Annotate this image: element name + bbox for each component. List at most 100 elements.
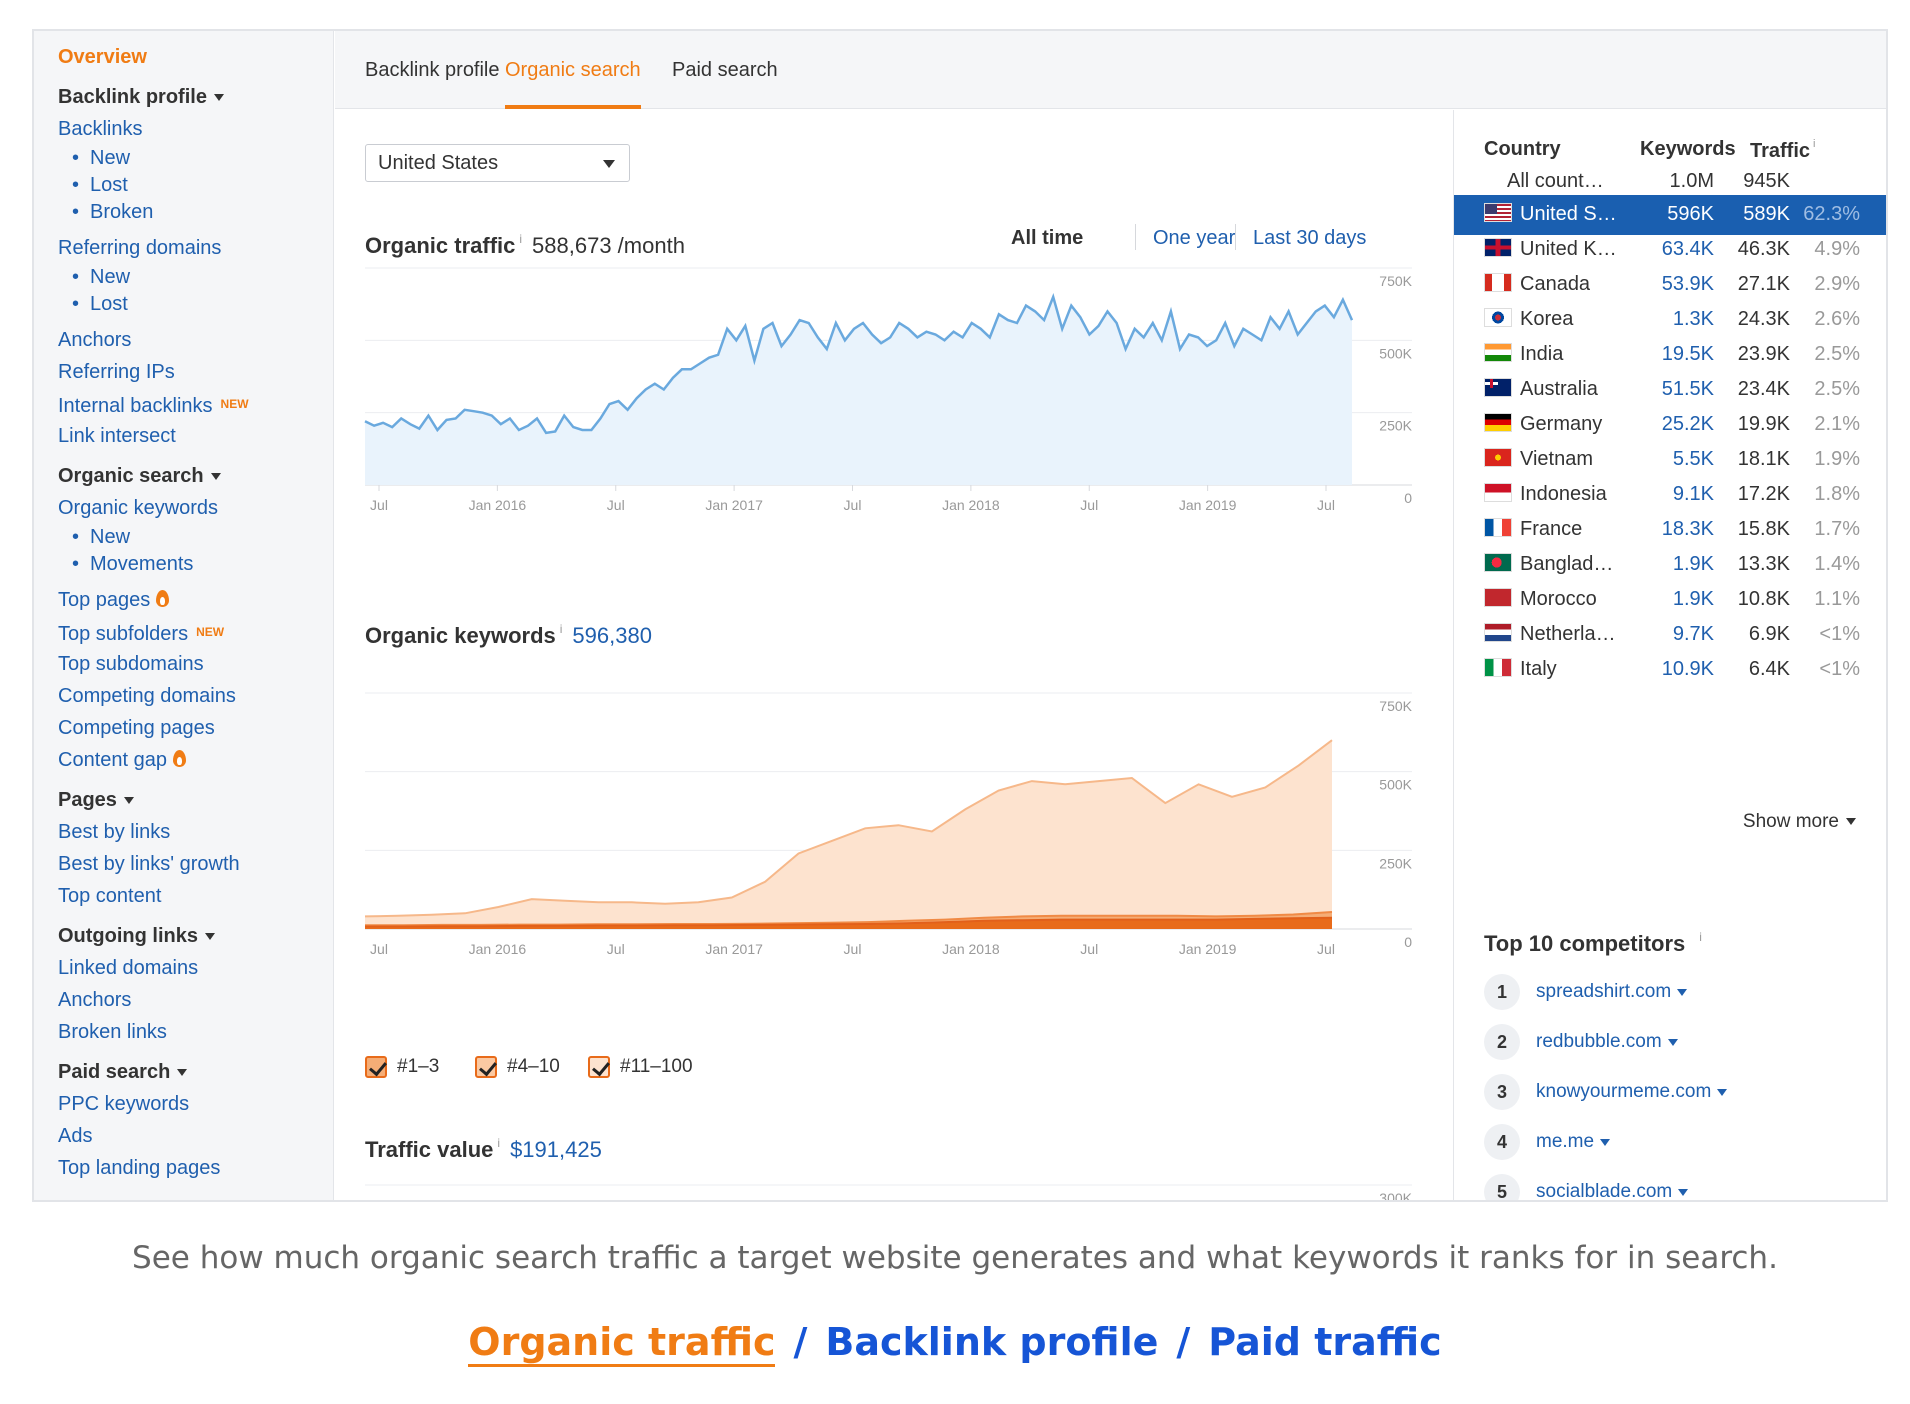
keywords-column-header[interactable]: Keywords bbox=[1640, 138, 1736, 160]
country-row[interactable]: Indonesia 9.1K 17.2K 1.8% bbox=[1454, 475, 1886, 515]
competitor-item[interactable]: 4 me.me bbox=[1484, 1122, 1611, 1162]
sidebar-item[interactable]: Anchors bbox=[58, 324, 333, 356]
sidebar-item[interactable]: Top landing pages bbox=[58, 1152, 333, 1184]
country-keywords: 10.9K bbox=[1661, 658, 1714, 680]
sidebar-section-heading[interactable]: Backlink profile bbox=[58, 81, 333, 113]
bottom-nav-paid-traffic[interactable]: Paid traffic bbox=[1208, 1320, 1442, 1364]
sidebar-item[interactable]: Best by links' growth bbox=[58, 848, 333, 880]
bottom-nav-organic-traffic[interactable]: Organic traffic bbox=[468, 1320, 776, 1367]
sidebar-section-heading[interactable]: Organic search bbox=[58, 460, 333, 492]
sidebar-item[interactable]: New bbox=[58, 524, 333, 551]
country-row[interactable]: Morocco 1.9K 10.8K 1.1% bbox=[1454, 580, 1886, 620]
sidebar-item[interactable]: Lost bbox=[58, 291, 333, 318]
country-row[interactable]: Canada 53.9K 27.1K 2.9% bbox=[1454, 265, 1886, 305]
sidebar-item[interactable]: New bbox=[58, 264, 333, 291]
sidebar-item[interactable]: Referring IPs bbox=[58, 356, 333, 388]
sidebar-item[interactable]: Backlinks bbox=[58, 113, 333, 145]
x-tick-label: Jul bbox=[607, 941, 625, 957]
legend-item-top3[interactable]: #1–3 bbox=[365, 1056, 439, 1078]
sidebar-section-heading[interactable]: Pages bbox=[58, 784, 333, 816]
keywords-band-line bbox=[365, 911, 1333, 927]
chevron-down-icon bbox=[1846, 818, 1856, 825]
sidebar-groups: Backlink profile Backlinks New Lost Broken Re… bbox=[58, 81, 333, 1184]
info-icon[interactable]: i bbox=[1813, 138, 1816, 150]
chevron-down-icon bbox=[213, 94, 224, 101]
sidebar-item[interactable]: Best by links bbox=[58, 816, 333, 848]
competitor-item[interactable]: 1 spreadshirt.com bbox=[1484, 972, 1688, 1012]
x-tick-label: Jul bbox=[607, 497, 625, 513]
range-one-year[interactable]: One year bbox=[1153, 227, 1236, 249]
traffic-value-chart: 300K bbox=[365, 1184, 1413, 1200]
competitor-item[interactable]: 5 socialblade.com bbox=[1484, 1172, 1689, 1202]
country-column-header[interactable]: Country bbox=[1484, 138, 1561, 160]
legend-item-top100[interactable]: #11–100 bbox=[588, 1056, 693, 1078]
country-select[interactable]: United States bbox=[365, 144, 630, 182]
info-icon[interactable]: i bbox=[1699, 930, 1702, 944]
competitor-domain: socialblade.com bbox=[1536, 1181, 1673, 1202]
sidebar-item[interactable]: Internal backlinks NEW bbox=[58, 388, 333, 420]
sidebar-item[interactable]: Top subdomains bbox=[58, 648, 333, 680]
sidebar-item[interactable]: Content gap bbox=[58, 744, 333, 776]
country-row[interactable]: United K… 63.4K 46.3K 4.9% bbox=[1454, 230, 1886, 270]
info-icon[interactable]: i bbox=[559, 622, 563, 636]
new-badge: NEW bbox=[196, 625, 225, 639]
bottom-nav-backlink-profile[interactable]: Backlink profile bbox=[825, 1320, 1159, 1364]
legend-item-top10[interactable]: #4–10 bbox=[475, 1056, 560, 1078]
country-share: 2.5% bbox=[1814, 343, 1860, 365]
sidebar-item[interactable]: Ads bbox=[58, 1120, 333, 1152]
country-row[interactable]: India 19.5K 23.9K 2.5% bbox=[1454, 335, 1886, 375]
sidebar-item[interactable]: New bbox=[58, 145, 333, 172]
sidebar-item[interactable]: Referring domains bbox=[58, 232, 333, 264]
country-row[interactable]: Banglad… 1.9K 13.3K 1.4% bbox=[1454, 545, 1886, 585]
ca-flag-icon bbox=[1484, 273, 1512, 292]
sidebar-item[interactable]: Competing domains bbox=[58, 680, 333, 712]
country-row[interactable]: Netherla… 9.7K 6.9K <1% bbox=[1454, 615, 1886, 655]
sidebar-item[interactable]: Anchors bbox=[58, 984, 333, 1016]
legend-label: #4–10 bbox=[507, 1056, 560, 1077]
range-last-30-days[interactable]: Last 30 days bbox=[1253, 227, 1367, 249]
competitor-domain: redbubble.com bbox=[1536, 1031, 1662, 1052]
country-row[interactable]: United S… 596K 589K 62.3% bbox=[1454, 195, 1886, 235]
country-traffic: 6.9K bbox=[1748, 623, 1790, 645]
sidebar-item[interactable]: Linked domains bbox=[58, 952, 333, 984]
country-row[interactable]: Italy 10.9K 6.4K <1% bbox=[1454, 650, 1886, 690]
country-row[interactable]: Germany 25.2K 19.9K 2.1% bbox=[1454, 405, 1886, 445]
country-keywords: 1.3K bbox=[1672, 308, 1714, 330]
sidebar-section-heading[interactable]: Paid search bbox=[58, 1056, 333, 1088]
sidebar-item[interactable]: Broken links bbox=[58, 1016, 333, 1048]
tab-backlink-profile[interactable]: Backlink profile bbox=[365, 59, 500, 81]
tab-paid-search[interactable]: Paid search bbox=[672, 59, 778, 81]
x-tick-label: Jan 2019 bbox=[1179, 941, 1237, 957]
sidebar-item-label: Internal backlinks bbox=[58, 395, 213, 417]
competitor-item[interactable]: 2 redbubble.com bbox=[1484, 1022, 1678, 1062]
country-traffic: 23.9K bbox=[1737, 343, 1790, 365]
country-row[interactable]: All count… 1.0M 945K bbox=[1454, 162, 1886, 202]
country-row[interactable]: Vietnam 5.5K 18.1K 1.9% bbox=[1454, 440, 1886, 480]
tab-organic-search[interactable]: Organic search bbox=[505, 59, 641, 109]
country-row[interactable]: Australia 51.5K 23.4K 2.5% bbox=[1454, 370, 1886, 410]
sidebar-item[interactable]: Organic keywords bbox=[58, 492, 333, 524]
info-icon[interactable]: i bbox=[497, 1136, 501, 1150]
country-row[interactable]: France 18.3K 15.8K 1.7% bbox=[1454, 510, 1886, 550]
sidebar-item[interactable]: Link intersect bbox=[58, 420, 333, 452]
sidebar-section-heading[interactable]: Outgoing links bbox=[58, 920, 333, 952]
organic-keywords-value: 596,380 bbox=[572, 623, 652, 648]
traffic-column-header[interactable]: Traffic i bbox=[1750, 138, 1815, 163]
competitor-domain: me.me bbox=[1536, 1131, 1595, 1152]
sidebar-item-overview[interactable]: Overview bbox=[58, 46, 147, 68]
show-more-button[interactable]: Show more bbox=[1743, 811, 1856, 833]
sidebar-item[interactable]: Lost bbox=[58, 172, 333, 199]
country-row[interactable]: Korea 1.3K 24.3K 2.6% bbox=[1454, 300, 1886, 340]
fire-icon bbox=[172, 750, 186, 767]
competitor-item[interactable]: 3 knowyourmeme.com bbox=[1484, 1072, 1728, 1112]
sidebar-item[interactable]: Top pages bbox=[58, 584, 333, 616]
sidebar-item[interactable]: Top content bbox=[58, 880, 333, 912]
sidebar-item[interactable]: Movements bbox=[58, 551, 333, 578]
info-icon[interactable]: i bbox=[519, 232, 523, 246]
sidebar-item[interactable]: Broken bbox=[58, 199, 333, 226]
sidebar-item[interactable]: PPC keywords bbox=[58, 1088, 333, 1120]
country-keywords: 596K bbox=[1667, 203, 1714, 225]
sidebar-item[interactable]: Competing pages bbox=[58, 712, 333, 744]
sidebar-item[interactable]: Top subfolders NEW bbox=[58, 616, 333, 648]
range-all-time[interactable]: All time bbox=[1011, 227, 1084, 249]
